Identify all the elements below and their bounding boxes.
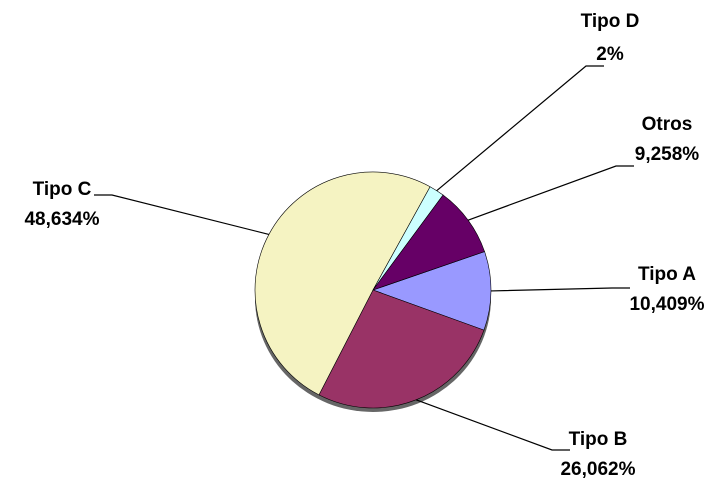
value-label: 2% <box>596 44 624 65</box>
value-label: 9,258% <box>635 144 700 165</box>
labels: Tipo A 10,409% Tipo B 26,062% Tipo C 48,634% T… <box>24 11 704 480</box>
slice-label: Tipo B <box>569 429 628 450</box>
slice-label: Tipo C <box>33 179 92 200</box>
slice-label: Otros <box>642 114 693 135</box>
value-label: 26,062% <box>560 459 635 480</box>
slice-label: Tipo A <box>638 264 696 285</box>
leader-line <box>490 287 630 292</box>
pie <box>254 171 492 409</box>
value-label: 10,409% <box>629 294 704 315</box>
leader-line <box>436 65 604 192</box>
slice-label: Tipo D <box>581 11 640 32</box>
pie-slice <box>318 289 485 409</box>
value-label: 48,634% <box>24 209 99 230</box>
pie-slice <box>372 194 485 291</box>
pie-slice <box>372 251 492 331</box>
leader-line <box>415 399 570 451</box>
leader-line <box>94 194 270 236</box>
leader-line <box>467 165 634 221</box>
